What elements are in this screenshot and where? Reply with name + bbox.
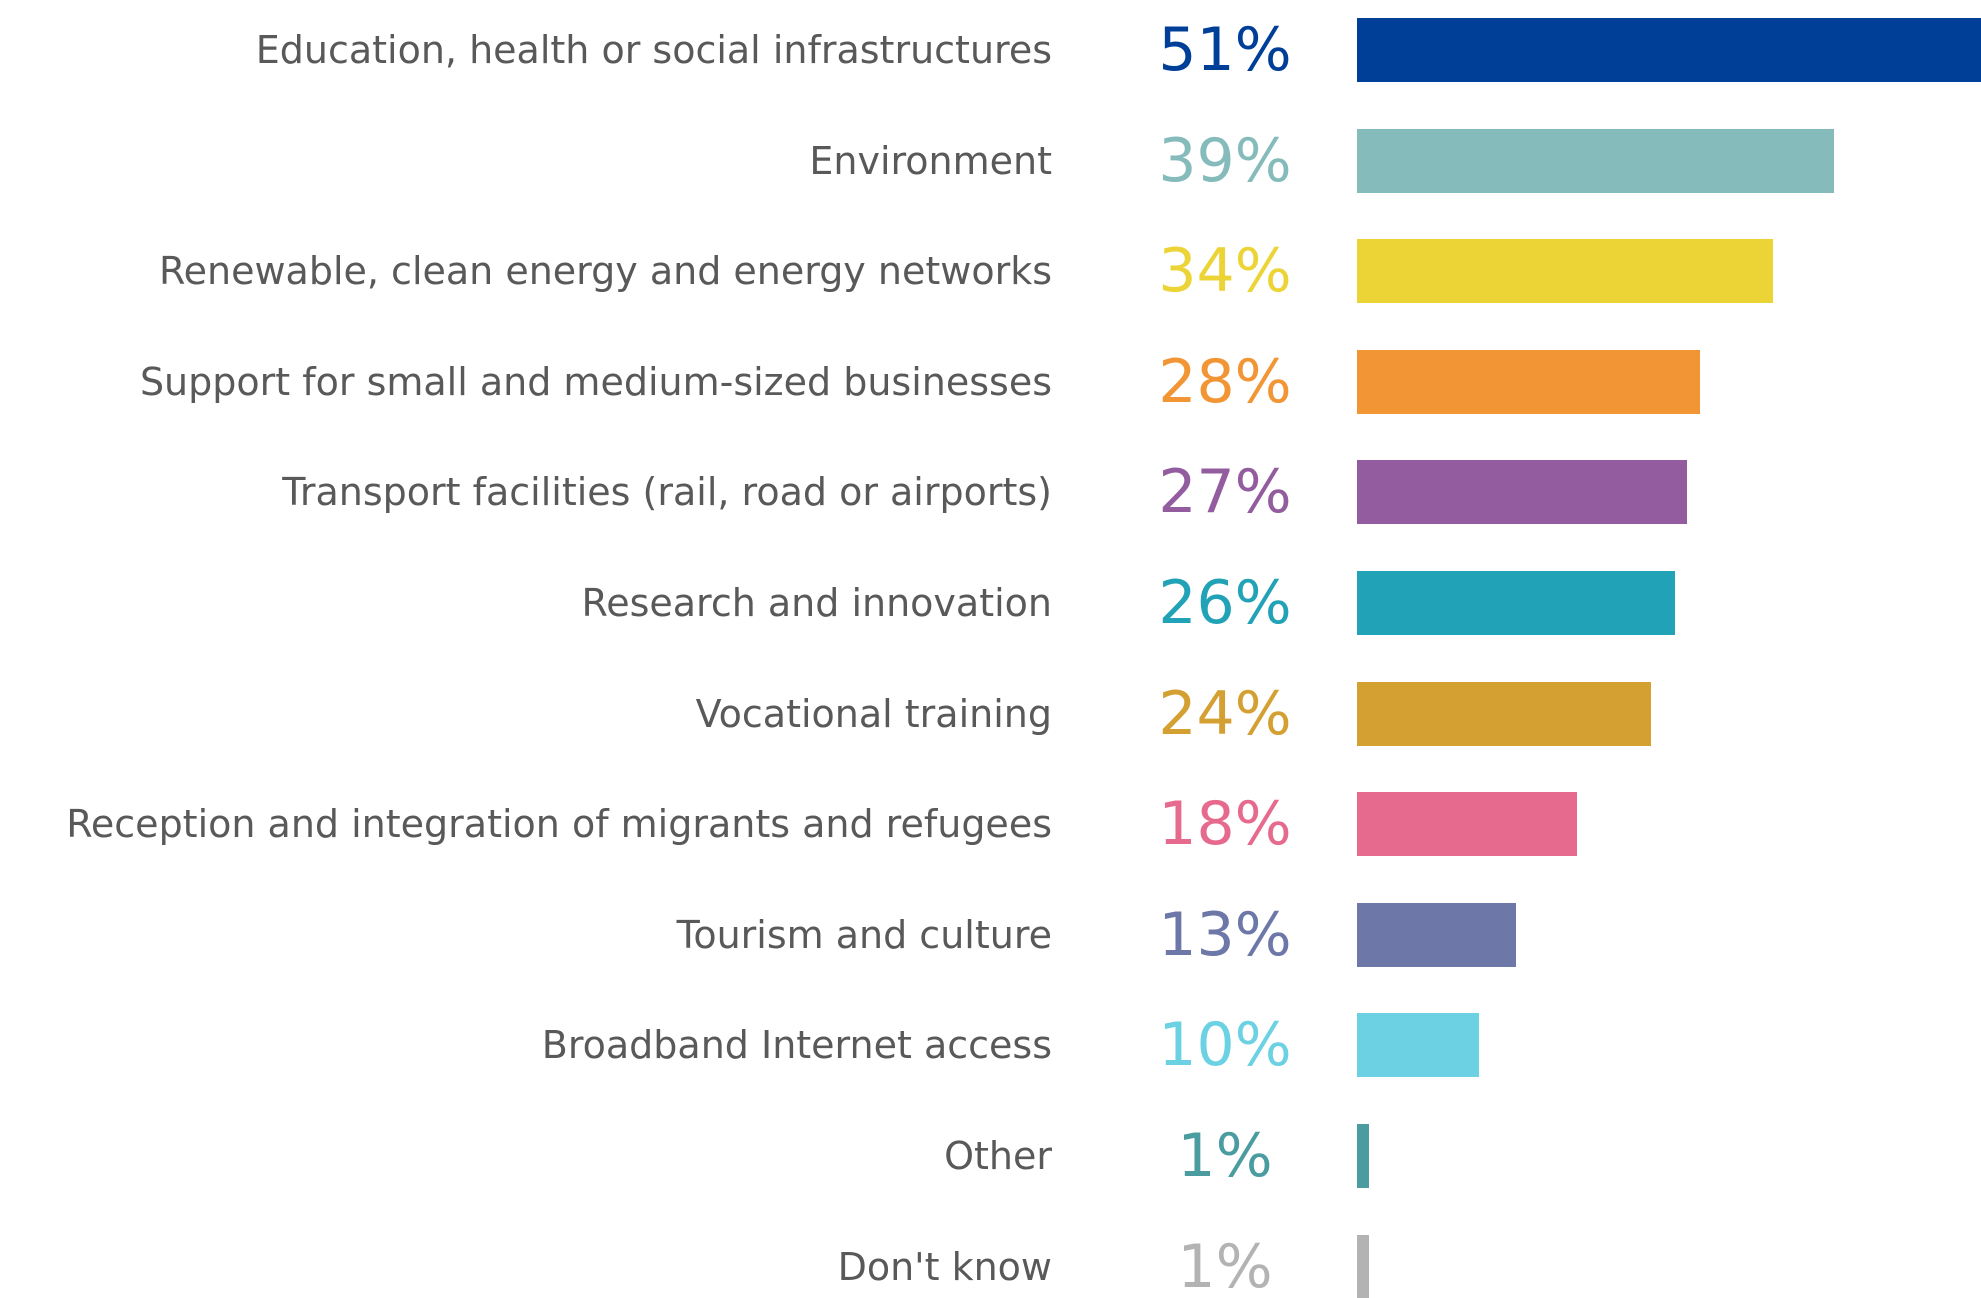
bar: [1357, 571, 1676, 635]
bar: [1357, 681, 1651, 746]
category-label: Tourism and culture: [676, 912, 1052, 957]
value-label: 39%: [1158, 125, 1292, 196]
value-label: 24%: [1158, 678, 1292, 749]
value-label: 10%: [1158, 1010, 1292, 1081]
category-label: Support for small and medium-sized busin…: [139, 359, 1052, 404]
bar: [1357, 902, 1517, 967]
value-label: 27%: [1158, 457, 1292, 528]
value-label: 18%: [1158, 789, 1292, 860]
category-label: Transport facilities (rail, road or airp…: [282, 470, 1052, 515]
bar: [1357, 18, 1981, 82]
category-label: Research and innovation: [581, 581, 1053, 625]
category-label: Other: [944, 1134, 1052, 1178]
value-label: 13%: [1158, 899, 1292, 970]
value-label: 34%: [1158, 236, 1292, 307]
value-label: 1%: [1177, 1231, 1273, 1298]
value-label: 26%: [1158, 568, 1292, 638]
category-label: Vocational training: [695, 691, 1052, 736]
category-label: Don't know: [837, 1244, 1052, 1289]
bar: [1357, 792, 1578, 857]
category-label: Environment: [809, 138, 1052, 183]
category-label: Reception and integration of migrants an…: [66, 802, 1052, 847]
bar: [1357, 239, 1773, 304]
bar: [1357, 349, 1700, 414]
bar: [1357, 1013, 1480, 1078]
value-label: 51%: [1158, 15, 1292, 85]
category-label: Education, health or social infrastructu…: [255, 28, 1052, 72]
value-label: 1%: [1177, 1121, 1273, 1191]
value-label: 28%: [1158, 346, 1292, 417]
bar: [1357, 1234, 1370, 1298]
category-label: Broadband Internet access: [541, 1023, 1052, 1068]
bar: [1357, 460, 1688, 525]
bar: [1357, 1124, 1370, 1188]
bar: [1357, 128, 1835, 193]
category-label: Renewable, clean energy and energy netwo…: [158, 249, 1052, 294]
